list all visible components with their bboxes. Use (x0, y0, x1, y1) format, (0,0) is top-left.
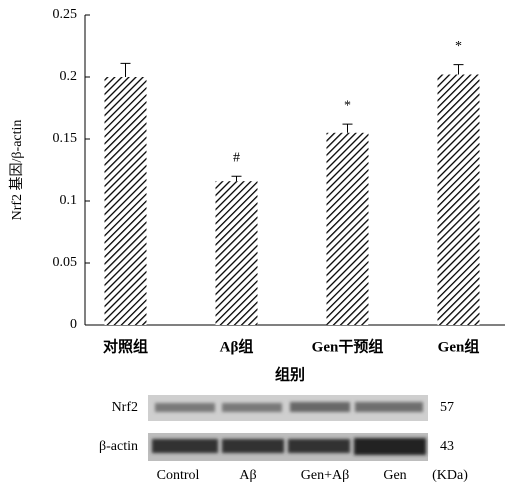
page: {"chart_data": {"type": "bar", "ylabel":… (0, 0, 517, 490)
blot-row-label: Nrf2 (112, 400, 138, 415)
y-tick-label: 0.05 (53, 255, 78, 270)
error-bar (121, 63, 131, 77)
annotation: * (344, 98, 351, 113)
annotation: * (455, 39, 462, 54)
bar (105, 77, 147, 325)
blot-image (148, 395, 428, 461)
blot-lane-label: Control (157, 468, 200, 483)
error-bar (232, 176, 242, 181)
y-tick-label: 0.2 (60, 69, 78, 84)
blot-lane-label: Gen (383, 468, 406, 483)
x-tick-label: Gen组 (438, 337, 480, 355)
error-bar (454, 65, 464, 75)
figure: Nrf2 基因/β-actin 组别 0 0.05 0.1 0.15 0.2 0.25 对照… (0, 0, 517, 490)
x-tick-label: Gen干预组 (312, 337, 384, 355)
x-tick-label: Aβ组 (220, 337, 254, 355)
bar (216, 181, 258, 325)
blot-unit: (KDa) (432, 468, 468, 483)
y-tick-label: 0 (70, 317, 77, 332)
error-bar (343, 124, 353, 133)
blot-kda: 57 (440, 400, 454, 415)
blot-row-label: β-actin (99, 439, 138, 454)
bar (438, 75, 480, 325)
blot-kda: 43 (440, 439, 454, 454)
blot-lane-label: Aβ (239, 468, 256, 483)
y-tick-label: 0.1 (60, 193, 78, 208)
y-axis-label: Nrf2 基因/β-actin (8, 120, 25, 221)
y-tick-label: 0.25 (53, 7, 78, 22)
blot-lane-label: Gen+Aβ (301, 468, 349, 483)
x-axis-label: 组别 (275, 365, 305, 383)
y-tick-label: 0.15 (53, 131, 78, 146)
annotation: # (233, 150, 240, 165)
bar (327, 133, 369, 325)
x-tick-label: 对照组 (103, 337, 148, 355)
